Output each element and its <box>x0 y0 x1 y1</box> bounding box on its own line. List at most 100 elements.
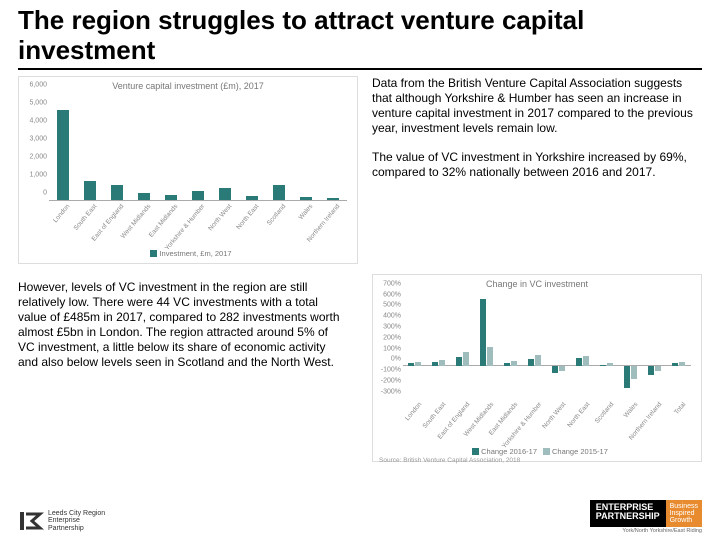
chart2-bar <box>631 366 637 379</box>
ep-side-1: Business <box>670 503 698 510</box>
chart2-xlabel: Scotland <box>594 401 616 425</box>
chart2-bar-group <box>408 291 420 399</box>
ep-main-2: PARTNERSHIP <box>596 512 660 521</box>
chart2-ytick: 500% <box>379 302 401 309</box>
chart2-bar-group <box>648 291 660 399</box>
lep-line-3: Partnership <box>48 525 105 532</box>
chart2-legend-text: Change 2015-17 <box>552 447 608 456</box>
chart2-ytick: -100% <box>379 367 401 374</box>
chart-vc-investment: Venture capital investment (£m), 2017 01… <box>18 76 358 264</box>
chart2-bar-group <box>480 291 492 399</box>
lep-text: Leeds City Region Enterprise Partnership <box>48 510 105 532</box>
chart2-ytick: 600% <box>379 291 401 298</box>
chart1-bar <box>273 185 285 200</box>
ep-side-3: Growth <box>670 517 698 524</box>
text-block-top: Data from the British Venture Capital As… <box>372 76 702 264</box>
chart2-bar <box>559 366 565 370</box>
lep-logo: Leeds City Region Enterprise Partnership <box>18 508 105 534</box>
chart1-xlabel: Wales <box>298 203 315 221</box>
chart2-bar-group <box>576 291 588 399</box>
chart2-xlabel: Total <box>673 401 687 416</box>
text-block-bottom: However, levels of VC investment in the … <box>18 274 358 462</box>
chart2-bar-group <box>624 291 636 399</box>
chart1-bar <box>300 197 312 200</box>
chart1-plot: 01,0002,0003,0004,0005,0006,000 <box>49 93 347 201</box>
chart2-xlabel: North East <box>566 401 591 429</box>
ep-sub: York/North Yorkshire/East Riding <box>590 528 702 534</box>
chart2-xlabel: North West <box>541 401 567 430</box>
chart2-legend-swatch <box>472 448 479 455</box>
chart2-plot: -300%-200%-100%0%100%200%300%400%500%600… <box>403 291 691 399</box>
chart2-bar-group <box>528 291 540 399</box>
chart2-source: Source: British Venture Capital Associat… <box>379 457 695 464</box>
chart1-bar <box>111 185 123 199</box>
chart2-bar-group <box>600 291 612 399</box>
chart2-legend-text: Change 2016-17 <box>481 447 537 456</box>
paragraph-1: Data from the British Venture Capital As… <box>372 76 702 136</box>
chart2-bar <box>463 352 469 366</box>
chart2-legend-swatch <box>543 448 550 455</box>
chart1-legend-swatch <box>150 250 157 257</box>
chart2-bar <box>528 359 534 366</box>
chart2-bar <box>655 366 661 370</box>
chart2-bar <box>552 366 558 372</box>
chart2-ytick: -200% <box>379 377 401 384</box>
chart2-ytick: 300% <box>379 323 401 330</box>
chart2-bar-group <box>456 291 468 399</box>
chart2-bar <box>624 366 630 388</box>
chart1-bar <box>138 193 150 200</box>
chart2-bar <box>504 363 510 366</box>
chart1-bar <box>57 110 69 200</box>
chart2-xlabel: London <box>404 401 423 422</box>
footer: Leeds City Region Enterprise Partnership… <box>18 500 702 534</box>
chart2-bar <box>672 363 678 366</box>
chart-vc-change: Change in VC investment -300%-200%-100%0… <box>372 274 702 462</box>
chart2-bar-group <box>504 291 516 399</box>
chart2-bar <box>432 362 438 367</box>
chart2-xlabel: South East <box>422 401 448 430</box>
ep-side-2: Inspired <box>670 510 698 517</box>
chart1-bar <box>192 191 204 200</box>
chart2-ytick: 0% <box>379 356 401 363</box>
chart2-bar-group <box>552 291 564 399</box>
chart1-bar <box>84 181 96 200</box>
ep-logo: ENTERPRISE PARTNERSHIP Business Inspired… <box>590 500 702 527</box>
chart1-ytick: 5,000 <box>25 99 47 106</box>
lep-icon <box>18 508 44 534</box>
title-rule <box>18 68 702 70</box>
chart2-xlabels: LondonSouth EastEast of EnglandWest Midl… <box>403 399 691 447</box>
chart1-title: Venture capital investment (£m), 2017 <box>25 81 351 91</box>
content-grid: Venture capital investment (£m), 2017 01… <box>0 76 720 462</box>
lep-line-1: Leeds City Region <box>48 510 105 517</box>
ep-orange-box: Business Inspired Growth <box>666 500 702 527</box>
chart2-bar <box>607 363 613 366</box>
chart1-ytick: 2,000 <box>25 153 47 160</box>
lep-line-2: Enterprise <box>48 517 105 524</box>
chart2-bar <box>576 358 582 367</box>
chart1-ytick: 1,000 <box>25 171 47 178</box>
chart2-bar <box>583 356 589 367</box>
chart1-xlabel: London <box>52 203 71 224</box>
chart2-ytick: 400% <box>379 313 401 320</box>
chart2-bar-group <box>672 291 684 399</box>
chart2-bar <box>511 361 517 366</box>
chart1-ytick: 6,000 <box>25 81 47 88</box>
chart2-bar <box>648 366 654 375</box>
chart2-bar-group <box>432 291 444 399</box>
page-title: The region struggles to attract venture … <box>18 6 702 66</box>
chart1-xlabels: LondonSouth EastEast of EnglandWest Midl… <box>49 201 347 249</box>
chart1-xlabel: North West <box>207 203 233 232</box>
chart2-bar <box>487 347 493 366</box>
chart1-ytick: 4,000 <box>25 117 47 124</box>
chart2-ytick: -300% <box>379 388 401 395</box>
paragraph-3: However, levels of VC investment in the … <box>18 280 350 370</box>
chart1-xlabel: South East <box>72 203 98 232</box>
chart2-xlabel: Wales <box>623 401 640 419</box>
chart2-ytick: 200% <box>379 334 401 341</box>
chart2-bar <box>408 363 414 366</box>
chart2-legend: Change 2016-17 Change 2015-17 <box>379 447 695 456</box>
chart1-bar <box>327 198 339 200</box>
chart2-bar <box>480 299 486 366</box>
chart1-ytick: 3,000 <box>25 135 47 142</box>
chart1-ytick: 0 <box>25 189 47 196</box>
